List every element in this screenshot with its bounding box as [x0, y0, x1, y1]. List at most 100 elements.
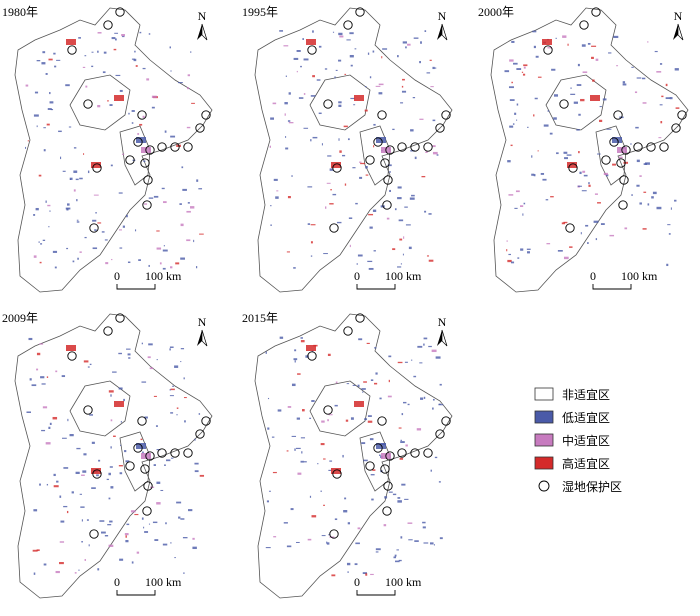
suitability-patch: [56, 59, 61, 61]
suitability-patch: [367, 260, 373, 263]
suitability-patch: [603, 172, 608, 176]
suitability-patch: [439, 537, 443, 540]
suitability-patch: [91, 51, 94, 53]
wetland-reserve: [323, 405, 333, 415]
suitability-patch: [143, 526, 145, 529]
suitability-patch: [311, 400, 315, 402]
suitability-patch: [91, 468, 101, 474]
suitability-patch: [193, 239, 195, 243]
suitability-patch: [379, 397, 382, 400]
suitability-patch: [141, 517, 144, 520]
suitability-patch: [430, 469, 432, 472]
suitability-patch: [569, 246, 573, 248]
suitability-patch: [413, 37, 419, 39]
suitability-patch: [352, 384, 356, 386]
suitability-patch: [339, 150, 342, 153]
suitability-patch: [647, 203, 650, 206]
suitability-patch: [164, 464, 166, 466]
suitability-patch: [365, 165, 368, 169]
suitability-patch: [162, 267, 166, 270]
wetland-reserve: [385, 145, 395, 155]
suitability-patch: [186, 126, 191, 129]
suitability-patch: [372, 50, 375, 53]
suitability-patch: [28, 337, 33, 341]
suitability-patch: [357, 254, 363, 257]
suitability-patch: [138, 259, 141, 261]
suitability-patch: [119, 558, 124, 561]
suitability-patch: [77, 257, 79, 260]
suitability-patch: [656, 71, 662, 73]
suitability-patch: [555, 37, 557, 39]
suitability-patch: [102, 71, 106, 74]
wetland-reserve: [646, 142, 656, 152]
suitability-patch: [388, 379, 390, 383]
suitability-patch: [36, 368, 39, 371]
suitability-patch: [199, 233, 204, 235]
suitability-patch: [608, 52, 612, 54]
suitability-patch: [68, 126, 72, 128]
suitability-patch: [581, 44, 586, 47]
suitability-patch: [84, 55, 87, 57]
suitability-patch: [148, 264, 150, 267]
suitability-patch: [293, 267, 296, 269]
suitability-patch: [336, 221, 342, 224]
wetland-reserve: [343, 20, 353, 30]
suitability-patch: [141, 381, 147, 383]
suitability-patch: [95, 212, 97, 214]
suitability-patch: [674, 199, 677, 202]
suitability-patch: [563, 151, 568, 154]
suitability-patch: [266, 500, 270, 503]
north-arrow: [201, 329, 208, 347]
suitability-patch: [508, 194, 514, 196]
suitability-patch: [599, 119, 603, 123]
suitability-patch: [318, 45, 322, 48]
suitability-patch: [295, 447, 301, 450]
suitability-patch: [605, 174, 609, 177]
suitability-patch: [407, 403, 410, 406]
suitability-patch: [622, 81, 626, 84]
suitability-patch: [533, 45, 536, 49]
suitability-patch: [151, 95, 157, 99]
suitability-patch: [109, 520, 113, 523]
suitability-patch: [389, 189, 391, 192]
suitability-patch: [58, 130, 62, 133]
suitability-patch: [148, 523, 151, 525]
suitability-patch: [349, 244, 351, 248]
suitability-patch: [45, 73, 48, 75]
suitability-patch: [357, 527, 361, 530]
wetland-reserve: [365, 461, 375, 471]
suitability-patch: [407, 522, 413, 524]
suitability-patch: [675, 107, 680, 109]
suitability-patch: [62, 437, 67, 439]
suitability-patch: [107, 100, 109, 102]
suitability-patch: [269, 145, 271, 148]
suitability-patch: [110, 419, 113, 422]
suitability-patch: [367, 420, 373, 423]
suitability-patch: [287, 120, 291, 122]
suitability-patch: [667, 224, 671, 226]
suitability-patch: [577, 185, 582, 187]
suitability-patch: [151, 106, 155, 109]
suitability-patch: [329, 460, 333, 462]
suitability-patch: [343, 125, 348, 128]
suitability-patch: [590, 95, 600, 101]
suitability-patch: [338, 32, 343, 36]
suitability-patch: [194, 438, 196, 441]
suitability-patch: [382, 48, 388, 50]
suitability-patch: [303, 58, 309, 61]
suitability-patch: [97, 32, 102, 34]
suitability-patch: [35, 207, 39, 211]
suitability-patch: [91, 162, 101, 168]
suitability-patch: [576, 129, 580, 131]
suitability-patch: [335, 381, 338, 384]
suitability-patch: [286, 450, 289, 452]
suitability-patch: [378, 83, 384, 86]
suitability-patch: [45, 442, 51, 445]
suitability-patch: [300, 437, 306, 439]
suitability-patch: [361, 388, 366, 390]
suitability-patch: [97, 568, 100, 571]
year-label: 1980年: [2, 5, 38, 19]
suitability-patch: [612, 137, 622, 143]
wetland-reserve: [568, 163, 578, 173]
suitability-patch: [542, 39, 552, 45]
